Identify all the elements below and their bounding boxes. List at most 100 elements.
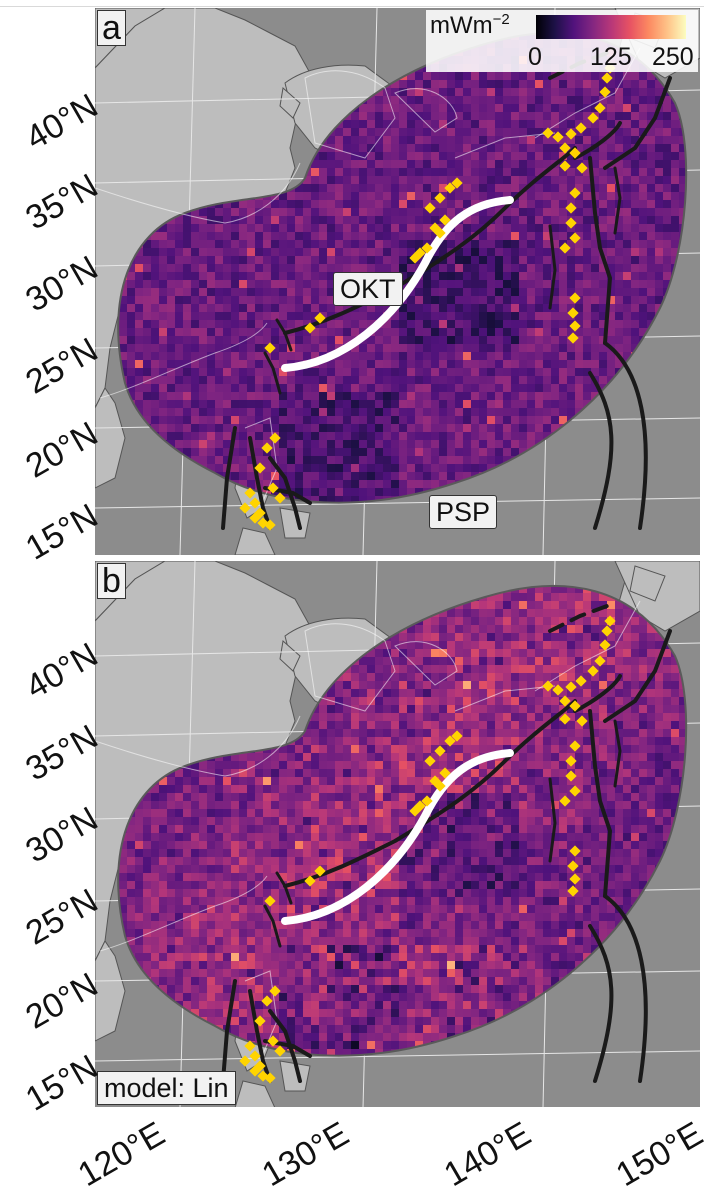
heat-cell <box>399 136 407 144</box>
heat-cell <box>151 336 159 344</box>
heat-cell <box>367 368 375 376</box>
heat-cell <box>255 440 263 448</box>
heat-cell <box>399 440 407 448</box>
heat-cell <box>343 136 351 144</box>
heat-cell <box>215 256 223 264</box>
heat-cell <box>271 320 279 328</box>
heat-cell <box>143 296 151 304</box>
heat-cell <box>207 368 215 376</box>
heat-cell <box>647 160 655 168</box>
heat-cell <box>167 528 175 536</box>
heat-cell <box>215 360 223 368</box>
heat-cell <box>367 224 375 232</box>
heat-cell <box>239 352 247 360</box>
heat-cell <box>279 232 287 240</box>
heat-cell <box>127 488 135 496</box>
heat-cell <box>191 264 199 272</box>
heat-cell <box>391 40 399 48</box>
heat-cell <box>607 328 615 336</box>
heat-cell <box>359 200 367 208</box>
heat-cell <box>407 296 415 304</box>
heat-cell <box>503 232 511 240</box>
heat-cell <box>159 416 167 424</box>
heat-cell <box>495 216 503 224</box>
heat-cell <box>447 368 455 376</box>
heat-cell <box>671 320 679 328</box>
heat-cell <box>695 112 700 120</box>
heat-cell <box>583 160 591 168</box>
heat-cell <box>327 248 335 256</box>
heat-cell <box>247 336 255 344</box>
heat-cell <box>575 520 583 528</box>
heat-cell <box>439 184 447 192</box>
heat-cell <box>199 440 207 448</box>
heat-cell <box>199 232 207 240</box>
heat-cell <box>423 456 431 464</box>
heat-cell <box>263 240 271 248</box>
heat-cell <box>567 248 575 256</box>
heat-cell <box>583 400 591 408</box>
heat-cell <box>607 360 615 368</box>
heat-cell <box>495 160 503 168</box>
heat-cell <box>503 80 511 88</box>
heat-cell <box>575 328 583 336</box>
heat-cell <box>535 312 543 320</box>
heat-cell <box>559 240 567 248</box>
heat-cell <box>527 504 535 512</box>
heat-cell <box>391 472 399 480</box>
heat-cell <box>439 104 447 112</box>
heat-cell <box>271 424 279 432</box>
heat-cell <box>399 472 407 480</box>
heat-cell <box>599 384 607 392</box>
heat-cell <box>391 264 399 272</box>
heat-cell <box>495 264 503 272</box>
heat-cell <box>543 240 551 248</box>
heat-cell <box>495 240 503 248</box>
heat-cell <box>639 368 647 376</box>
heat-cell <box>503 160 511 168</box>
heat-cell <box>503 216 511 224</box>
heat-cell <box>615 136 623 144</box>
heat-cell <box>231 496 239 503</box>
heat-cell <box>118 368 119 376</box>
heat-cell <box>511 440 519 448</box>
heat-cell <box>423 304 431 312</box>
heat-cell <box>479 328 487 336</box>
heat-cell <box>407 112 415 120</box>
heat-cell <box>319 416 327 424</box>
heat-cell <box>335 320 343 328</box>
heat-cell <box>399 368 407 376</box>
heat-cell <box>647 264 655 272</box>
heat-cell <box>295 304 303 312</box>
heat-cell <box>199 248 207 256</box>
heat-cell <box>447 200 455 208</box>
heat-cell <box>407 336 415 344</box>
heat-cell <box>119 480 127 488</box>
heat-cell <box>599 360 607 368</box>
heat-cell <box>191 336 199 344</box>
heat-cell <box>663 464 671 472</box>
heat-cell <box>367 128 375 136</box>
heat-cell <box>679 512 687 520</box>
heat-cell <box>391 440 399 448</box>
heat-cell <box>335 424 343 432</box>
heat-cell <box>583 264 591 272</box>
heat-cell <box>351 408 359 416</box>
heat-cell <box>303 288 311 296</box>
heat-cell <box>695 248 700 256</box>
heat-cell <box>391 168 399 176</box>
heat-cell <box>415 120 423 128</box>
heat-cell <box>559 256 567 264</box>
heat-cell <box>575 80 583 88</box>
heat-cell <box>599 280 607 288</box>
heat-cell <box>391 16 399 24</box>
heat-cell <box>687 400 695 408</box>
heat-cell <box>391 352 399 360</box>
heat-cell <box>159 224 167 232</box>
heat-cell <box>591 304 599 312</box>
heat-cell <box>471 288 479 296</box>
heat-cell <box>303 320 311 328</box>
heat-cell <box>391 88 399 96</box>
heat-cell <box>511 344 519 352</box>
heat-cell <box>255 288 263 296</box>
